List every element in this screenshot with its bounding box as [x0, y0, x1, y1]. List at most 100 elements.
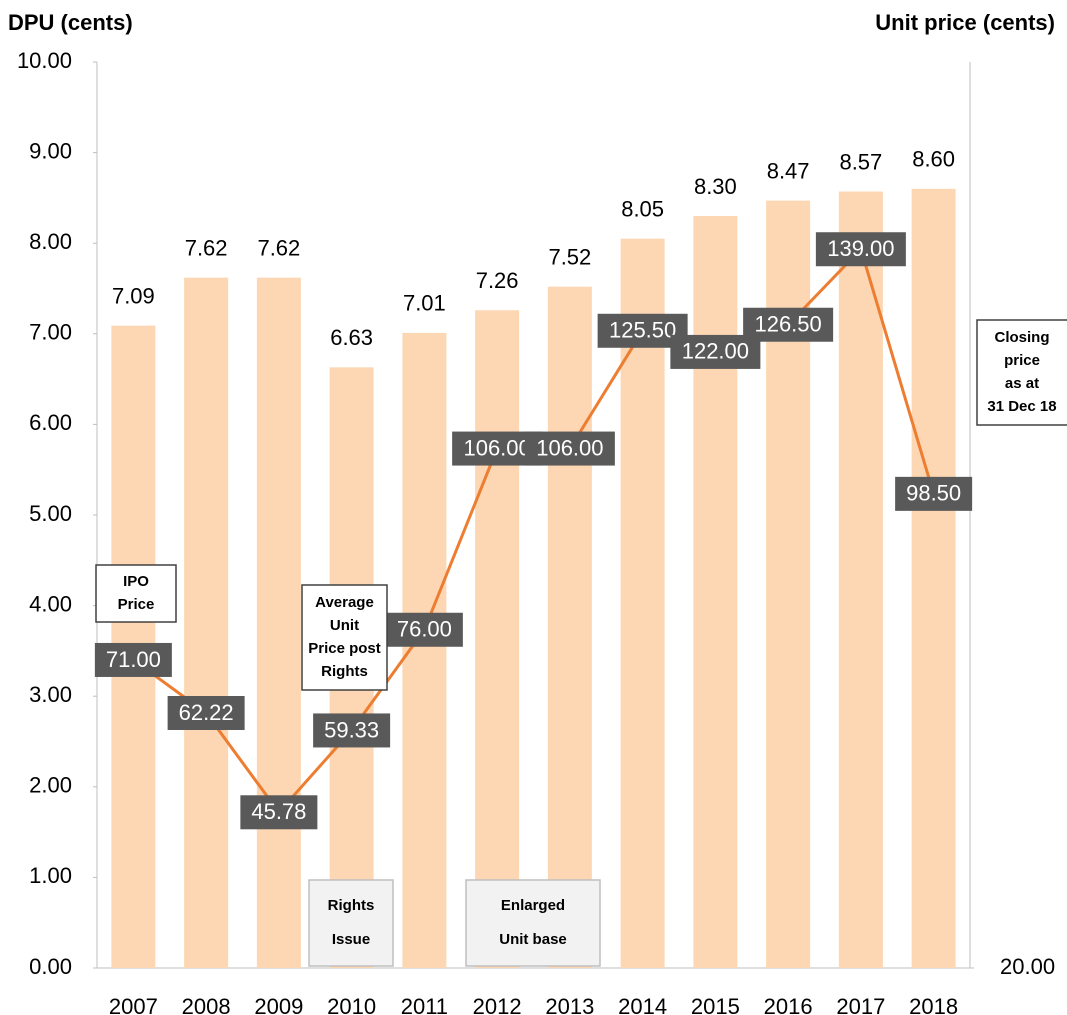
annotation-box — [95, 564, 177, 623]
bar-value-label: 7.01 — [403, 291, 446, 316]
x-tick-label: 2012 — [473, 994, 522, 1015]
line-value-label: 45.78 — [240, 795, 318, 830]
annotation-text: Average — [315, 594, 374, 611]
x-tick-label: 2015 — [691, 994, 740, 1015]
label-box — [94, 642, 172, 677]
annotation-text: Unit — [330, 617, 359, 634]
label-box — [895, 476, 973, 511]
y2-tick-label: 20.00 — [1000, 954, 1055, 979]
y-tick-label: 10.00 — [17, 48, 72, 73]
bar — [475, 310, 520, 968]
label-text: 62.22 — [179, 700, 234, 725]
line-value-label: 76.00 — [385, 612, 463, 647]
x-tick-label: 2011 — [401, 994, 448, 1015]
x-tick-label: 2017 — [836, 994, 885, 1015]
label-text: 45.78 — [251, 799, 306, 824]
annotation: Rights Issue — [308, 879, 394, 967]
x-tick-label: 2009 — [254, 994, 303, 1015]
annotation: Average Unit Price post Rights — [301, 584, 388, 691]
annotation-text: Unit base — [499, 931, 567, 948]
line-value-label: 98.50 — [895, 476, 973, 511]
y-tick-label: 8.00 — [29, 229, 72, 254]
annotation-text: 31 Dec 18 — [987, 398, 1056, 415]
x-tick-label: 2013 — [545, 994, 594, 1015]
bar-value-label: 6.63 — [330, 325, 373, 350]
label-text: 126.50 — [754, 312, 821, 337]
x-tick-label: 2018 — [909, 994, 958, 1015]
y-tick-label: 5.00 — [29, 501, 72, 526]
y-tick-label: 6.00 — [29, 410, 72, 435]
label-text: 76.00 — [397, 617, 452, 642]
x-tick-label: 2010 — [327, 994, 376, 1015]
label-box — [313, 713, 391, 748]
x-tick-label: 2008 — [182, 994, 231, 1015]
bar-value-label: 7.62 — [185, 235, 228, 260]
x-tick-label: 2007 — [109, 994, 158, 1015]
annotation-text: Issue — [332, 931, 370, 948]
label-box — [240, 795, 318, 830]
y-tick-label: 2.00 — [29, 773, 72, 798]
y-tick-label: 3.00 — [29, 682, 72, 707]
label-box — [385, 612, 463, 647]
annotation: Enlarged Unit base — [465, 879, 601, 967]
annotation-text: Rights — [321, 663, 368, 680]
y-tick-label: 0.00 — [29, 954, 72, 979]
label-text: 122.00 — [682, 339, 749, 364]
bar-value-label: 8.47 — [767, 158, 810, 183]
label-box — [524, 431, 615, 466]
x-tick-label: 2014 — [618, 994, 667, 1015]
bar — [256, 277, 301, 968]
label-text: 139.00 — [827, 236, 894, 261]
label-text: 125.50 — [609, 318, 676, 343]
annotation-box — [465, 879, 601, 967]
annotation-text: price — [1004, 352, 1040, 369]
label-text: 106.00 — [463, 435, 530, 460]
annotation: Closing price as at 31 Dec 18 — [976, 319, 1067, 426]
bar-value-label: 8.60 — [912, 147, 955, 172]
bar-value-label: 7.09 — [112, 283, 155, 308]
line-value-label: 62.22 — [167, 695, 245, 730]
annotation-text: as at — [1005, 375, 1039, 392]
annotation-text: Closing — [995, 329, 1050, 346]
bar — [838, 191, 883, 969]
line-value-label: 71.00 — [94, 642, 172, 677]
line-value-label: 106.00 — [524, 431, 615, 466]
y-tick-label: 1.00 — [29, 863, 72, 888]
label-box — [743, 307, 834, 342]
bar-value-label: 7.52 — [548, 245, 591, 270]
label-text: 106.00 — [536, 435, 603, 460]
annotation-text: Price post — [308, 640, 381, 657]
y-tick-label: 7.00 — [29, 320, 72, 345]
line-value-label: 126.50 — [743, 307, 834, 342]
bar-value-label: 7.62 — [257, 235, 300, 260]
annotation-box — [308, 879, 394, 967]
label-text: 98.50 — [906, 481, 961, 506]
y-tick-label: 9.00 — [29, 138, 72, 163]
bar-value-label: 7.26 — [476, 268, 519, 293]
label-text: 71.00 — [106, 647, 161, 672]
annotation-box — [301, 584, 388, 691]
annotation-text: IPO — [123, 573, 149, 590]
label-box — [167, 695, 245, 730]
line-value-label: 59.33 — [313, 713, 391, 748]
annotation-text: Price — [118, 596, 155, 613]
annotation-text: Rights — [328, 897, 375, 914]
bar — [184, 277, 229, 968]
line-value-label: 139.00 — [815, 232, 906, 267]
label-text: 59.33 — [324, 717, 379, 742]
line-value-label: 125.50 — [597, 313, 688, 348]
y2-axis-title: Unit price (cents) — [875, 10, 1055, 35]
annotation-box — [976, 319, 1067, 426]
bar-value-label: 8.30 — [694, 174, 737, 199]
x-tick-label: 2016 — [764, 994, 813, 1015]
bar — [911, 188, 956, 969]
y-tick-label: 4.00 — [29, 591, 72, 616]
label-box — [815, 232, 906, 267]
annotation-text: Enlarged — [501, 897, 565, 914]
bar — [620, 238, 665, 969]
bar-value-label: 8.57 — [839, 149, 882, 174]
annotation: IPO Price — [95, 564, 177, 623]
bar — [547, 286, 592, 968]
y-axis-title: DPU (cents) — [8, 10, 133, 35]
